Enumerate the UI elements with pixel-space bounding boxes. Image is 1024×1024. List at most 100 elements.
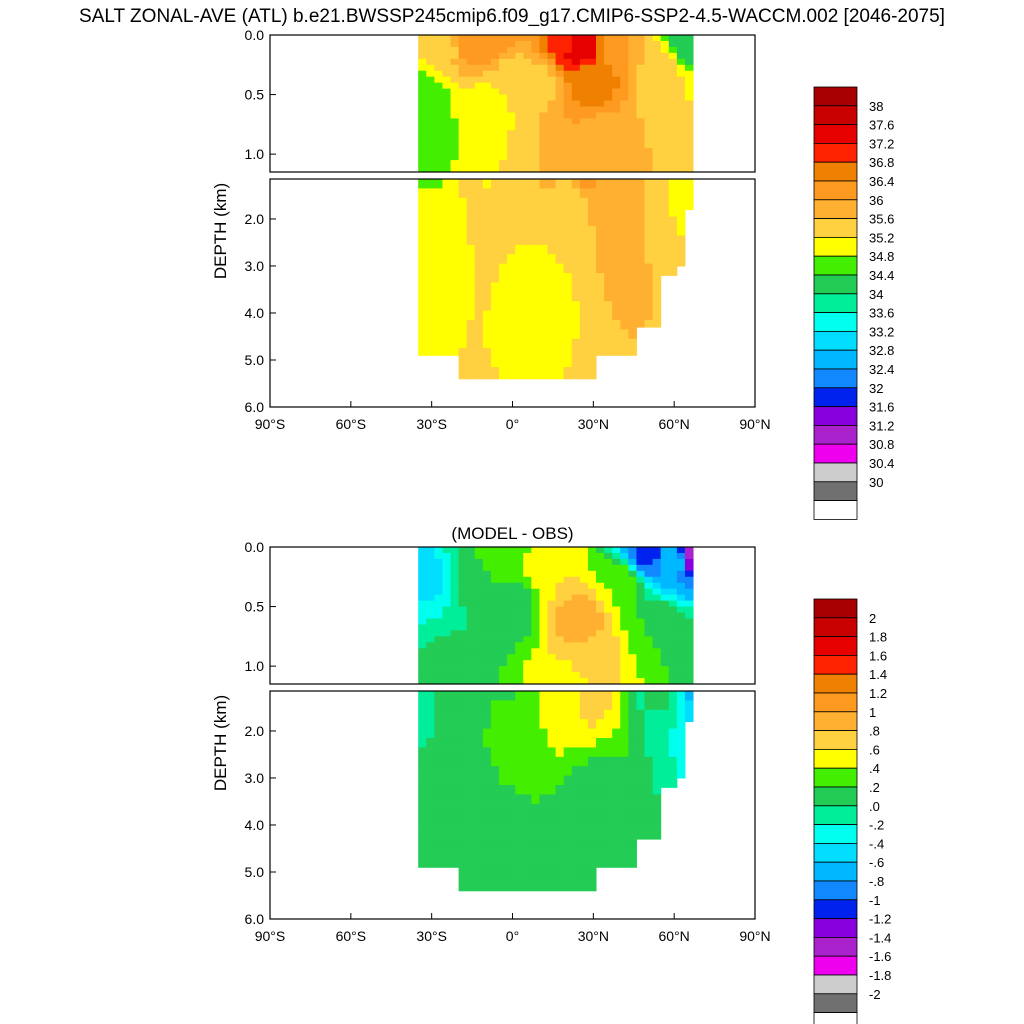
field-cell (426, 672, 435, 679)
field-cell (652, 822, 662, 833)
field-cell (515, 197, 524, 208)
field-cell (490, 64, 500, 72)
field-cell (466, 118, 476, 125)
field-cell (523, 244, 532, 255)
field-cell (620, 600, 629, 608)
field-cell (434, 594, 443, 602)
field-cell (450, 794, 460, 805)
y-tick-label: 1.0 (245, 658, 265, 674)
field-cell (515, 709, 524, 720)
field-cell (547, 124, 557, 131)
field-cell (539, 660, 549, 667)
field-cell (644, 660, 654, 667)
field-cell (523, 226, 532, 236)
field-cell (644, 547, 654, 554)
field-cell (507, 216, 516, 227)
field-cell (434, 348, 443, 356)
field-cell (587, 630, 597, 637)
field-cell (676, 624, 686, 631)
field-cell (636, 142, 646, 149)
field-cell (652, 624, 662, 631)
field-cell (474, 82, 484, 90)
field-cell (644, 756, 654, 767)
field-cell (620, 766, 629, 777)
field-cell (555, 52, 565, 60)
field-cell (474, 376, 484, 380)
field-cell (571, 747, 581, 758)
colorbar-swatch (813, 293, 858, 313)
field-cell (620, 263, 629, 274)
field-cell (604, 691, 613, 701)
field-cell (563, 822, 573, 833)
field-cell (563, 588, 573, 596)
field-cell (684, 600, 694, 608)
field-cell (555, 263, 565, 274)
field-cell (539, 813, 549, 824)
field-cell (652, 154, 662, 161)
field-cell (668, 660, 678, 667)
field-cell (442, 320, 452, 330)
field-cell (531, 226, 540, 236)
field-cell (531, 106, 540, 113)
field-cell (458, 648, 468, 655)
field-cell (499, 660, 508, 667)
field-cell (482, 728, 492, 739)
field-cell (555, 142, 565, 149)
field-cell (507, 558, 516, 566)
field-cell (612, 547, 621, 554)
field-cell (587, 813, 597, 824)
colorbar-swatch (813, 824, 858, 844)
field-cell (458, 642, 468, 649)
field-cell (466, 832, 476, 842)
field-cell (442, 35, 452, 42)
field-cell (539, 58, 549, 66)
field-cell (587, 338, 597, 349)
field-cell (612, 263, 621, 274)
field-cell (579, 570, 589, 578)
field-cell (531, 254, 540, 265)
field-cell (563, 738, 573, 748)
field-cell (604, 329, 613, 340)
field-cell (434, 88, 443, 96)
field-cell (620, 244, 629, 255)
field-cell (539, 747, 549, 758)
field-cell (604, 600, 613, 608)
field-cell (676, 636, 686, 643)
colorbar-label: 1.2 (869, 686, 887, 701)
field-cell (644, 666, 654, 673)
field-cell (426, 166, 435, 173)
field-cell (418, 188, 427, 199)
field-cell (636, 775, 646, 786)
field-cell (636, 263, 646, 274)
field-cell (426, 136, 435, 143)
field-cell (628, 822, 637, 833)
field-cell (458, 588, 468, 596)
field-cell (644, 648, 654, 655)
field-cell (652, 558, 662, 566)
field-cell (579, 879, 589, 889)
field-cell (563, 547, 573, 554)
field-cell (628, 142, 637, 149)
field-cell (555, 216, 565, 227)
field-cell (604, 154, 613, 161)
field-cell (531, 207, 540, 218)
field-cell (563, 273, 573, 283)
field-cell (587, 216, 597, 227)
field-cell (571, 148, 581, 155)
field-cell (652, 564, 662, 572)
field-cell (620, 576, 629, 584)
field-cell (434, 636, 443, 643)
field-cell (442, 728, 452, 739)
field-cell (612, 179, 621, 189)
field-cell (604, 860, 613, 868)
field-cell (612, 35, 621, 42)
field-cell (515, 794, 524, 805)
field-cell (418, 118, 427, 125)
field-cell (668, 118, 678, 125)
field-cell (668, 719, 678, 730)
field-cell (596, 254, 605, 265)
field-cell (668, 52, 678, 60)
field-cell (418, 64, 427, 72)
field-cell (571, 118, 581, 125)
field-cell (612, 624, 621, 631)
